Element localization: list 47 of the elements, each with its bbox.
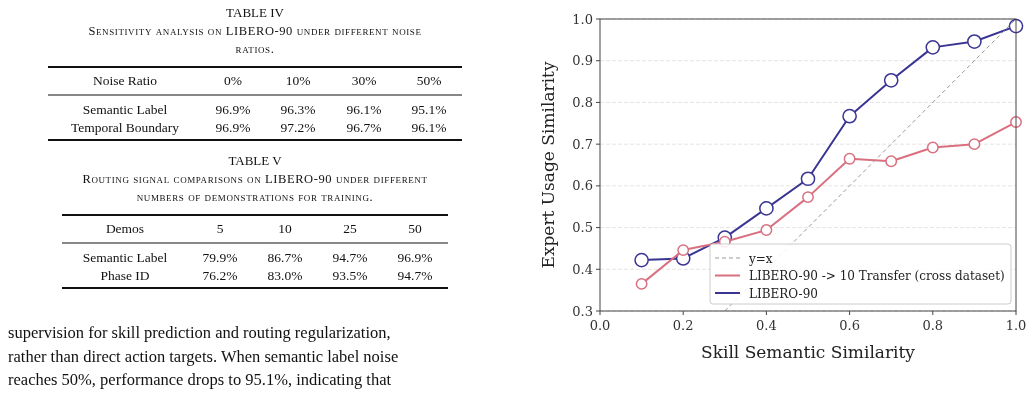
text: reaches 50%, performance drops to 95.1%, indicating that [8, 370, 392, 389]
text: Demos 5 10 25 50 [105, 221, 422, 236]
x-tick-label: 0.4 [756, 318, 777, 333]
x-tick-label: 0.6 [839, 318, 860, 333]
point [800, 171, 816, 187]
point [759, 201, 774, 216]
legend-label: LIBERO-90 [749, 286, 818, 301]
x-axis-title: Skill Semantic Similarity [701, 342, 916, 362]
point [883, 72, 899, 88]
y-tick-label: 0.5 [572, 220, 593, 236]
point [842, 108, 857, 124]
y-tick-label: 1.0 [572, 11, 593, 27]
y-tick-label: 0.6 [572, 178, 593, 194]
x-tick-label: 0.8 [922, 318, 944, 333]
text: Routing signal comparisons on LIBERO-90 under different numbers of demonstrations for training. [82, 172, 428, 204]
x-tick-label: 0.2 [672, 318, 694, 333]
point [677, 244, 690, 257]
text: Phase ID 76.2% 83.0% 93.5% 94.7% [100, 268, 433, 283]
legend-label: y=x [748, 251, 773, 266]
text: TABLE IV [226, 5, 285, 20]
y-tick-label: 0.9 [572, 53, 593, 69]
text: TABLE V [228, 153, 283, 168]
point [760, 224, 773, 237]
y-tick-label: 0.7 [572, 136, 593, 152]
text: Semantic Label 96.9% 96.3% 96.1% 95.1% [82, 102, 447, 117]
legend-label: LIBERO-90 -> 10 Transfer (cross dataset) [749, 269, 1005, 283]
y-tick-label: 0.4 [572, 261, 593, 277]
text: Temporal Boundary 96.9% 97.2% 96.7% 96.1% [70, 120, 447, 135]
point [926, 141, 939, 154]
point [634, 252, 649, 268]
x-tick-label: 1.0 [1005, 318, 1027, 333]
point [843, 152, 856, 165]
point [885, 155, 898, 168]
y-tick-label: 0.8 [572, 94, 593, 110]
text: supervision for skill prediction and routing regularization, [8, 323, 391, 342]
y-axis-title: Expert Usage Similarity [538, 61, 558, 269]
text: Noise Ratio 0% 10% 30% 50% [92, 73, 442, 88]
point [635, 277, 648, 290]
text: Semantic Label 79.9% 86.7% 94.7% 96.9% [82, 250, 433, 265]
text: Sensitivity analysis on LIBERO-90 under different noise ratios. [88, 24, 422, 56]
point [802, 191, 814, 204]
x-tick-label: 0.0 [589, 318, 611, 333]
text: rather than direct action targets. When semantic label noise [8, 346, 399, 366]
point [925, 40, 941, 55]
y-tick-label: 0.3 [572, 303, 593, 319]
point [968, 138, 981, 151]
point [967, 34, 982, 49]
